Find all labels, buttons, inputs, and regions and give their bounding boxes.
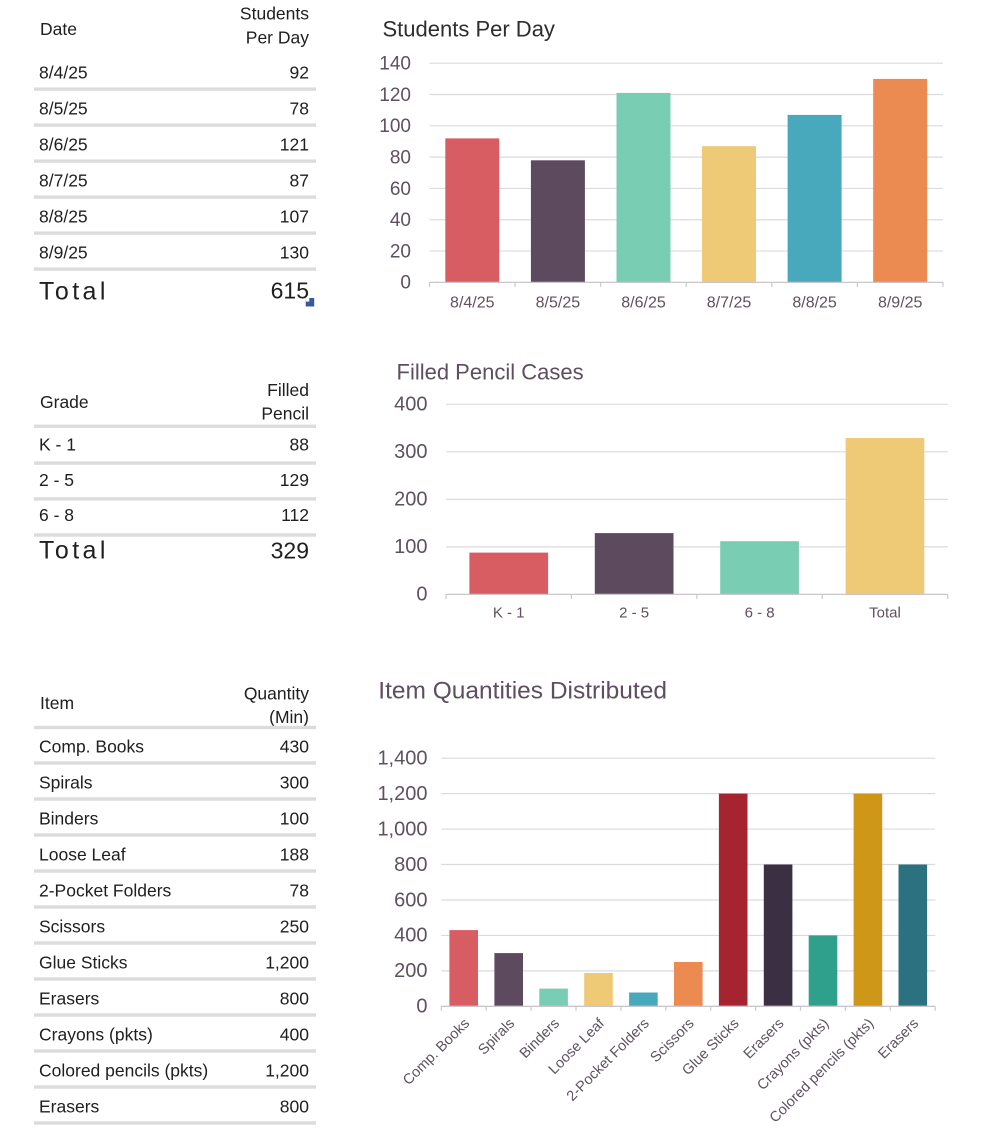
svg-text:329: 329 <box>271 538 309 564</box>
svg-text:Grade: Grade <box>40 392 89 412</box>
svg-text:1,000: 1,000 <box>377 818 427 840</box>
svg-text:8/7/25: 8/7/25 <box>39 171 88 191</box>
svg-text:92: 92 <box>290 63 309 83</box>
svg-text:800: 800 <box>280 989 309 1009</box>
svg-text:20: 20 <box>390 241 411 262</box>
svg-text:Scissors: Scissors <box>39 917 105 937</box>
svg-text:8/6/25: 8/6/25 <box>621 295 666 312</box>
svg-text:400: 400 <box>394 925 427 947</box>
svg-text:1,400: 1,400 <box>377 748 427 770</box>
svg-text:1,200: 1,200 <box>377 783 427 805</box>
svg-text:Erasers: Erasers <box>39 989 100 1009</box>
svg-text:8/9/25: 8/9/25 <box>878 295 923 312</box>
svg-text:800: 800 <box>280 1097 309 1117</box>
svg-text:8/9/25: 8/9/25 <box>39 243 88 263</box>
svg-text:100: 100 <box>280 809 309 829</box>
svg-text:Item Quantities Distributed: Item Quantities Distributed <box>378 677 667 704</box>
svg-text:Crayons (pkts): Crayons (pkts) <box>39 1025 153 1045</box>
svg-text:2 - 5: 2 - 5 <box>619 605 649 622</box>
svg-text:Erasers: Erasers <box>39 1097 100 1117</box>
svg-text:8/7/25: 8/7/25 <box>707 295 752 312</box>
svg-text:78: 78 <box>290 881 309 901</box>
svg-text:121: 121 <box>280 135 309 155</box>
svg-text:1,200: 1,200 <box>265 1061 309 1081</box>
svg-text:Total: Total <box>39 537 109 565</box>
svg-text:8/8/25: 8/8/25 <box>792 295 837 312</box>
svg-text:K - 1: K - 1 <box>493 605 525 622</box>
svg-text:8/6/25: 8/6/25 <box>39 135 88 155</box>
svg-text:Comp. Books: Comp. Books <box>39 737 144 757</box>
svg-text:615: 615 <box>271 278 309 304</box>
svg-text:Quantity: Quantity <box>244 684 309 704</box>
svg-text:80: 80 <box>390 147 411 168</box>
svg-text:Filled Pencil Cases: Filled Pencil Cases <box>397 359 584 384</box>
svg-text:400: 400 <box>394 394 427 416</box>
svg-text:112: 112 <box>281 505 309 525</box>
svg-text:250: 250 <box>280 917 309 937</box>
svg-text:120: 120 <box>379 85 411 106</box>
svg-text:188: 188 <box>280 845 309 865</box>
svg-text:Students: Students <box>240 4 309 24</box>
svg-text:(Min): (Min) <box>269 707 309 727</box>
svg-text:8/4/25: 8/4/25 <box>450 295 495 312</box>
svg-text:Total: Total <box>869 605 901 622</box>
svg-text:300: 300 <box>280 773 309 793</box>
svg-text:0: 0 <box>416 996 427 1018</box>
svg-text:Loose Leaf: Loose Leaf <box>39 845 126 865</box>
svg-text:300: 300 <box>394 441 427 463</box>
svg-text:200: 200 <box>394 960 427 982</box>
svg-text:430: 430 <box>280 737 309 757</box>
svg-text:87: 87 <box>290 171 309 191</box>
svg-text:8/4/25: 8/4/25 <box>39 63 88 83</box>
svg-text:60: 60 <box>390 179 411 200</box>
svg-text:8/8/25: 8/8/25 <box>39 207 88 227</box>
svg-text:800: 800 <box>394 854 427 876</box>
svg-text:Spirals: Spirals <box>39 773 93 793</box>
svg-text:Total: Total <box>39 278 109 306</box>
svg-text:100: 100 <box>394 536 427 558</box>
svg-text:Item: Item <box>40 693 74 713</box>
svg-text:Glue Sticks: Glue Sticks <box>39 953 128 973</box>
svg-text:1,200: 1,200 <box>265 953 309 973</box>
svg-text:140: 140 <box>379 54 411 75</box>
svg-text:6 - 8: 6 - 8 <box>745 605 775 622</box>
svg-text:0: 0 <box>416 584 427 606</box>
svg-text:8/5/25: 8/5/25 <box>536 295 581 312</box>
svg-text:130: 130 <box>280 243 309 263</box>
svg-text:40: 40 <box>390 210 411 231</box>
svg-text:400: 400 <box>280 1025 309 1045</box>
svg-text:88: 88 <box>290 434 309 454</box>
svg-text:78: 78 <box>290 99 309 119</box>
svg-text:129: 129 <box>280 470 309 490</box>
svg-text:Binders: Binders <box>39 809 99 829</box>
svg-text:Per Day: Per Day <box>246 28 309 48</box>
svg-text:Colored pencils (pkts): Colored pencils (pkts) <box>39 1061 208 1081</box>
svg-text:Students Per Day: Students Per Day <box>383 17 555 42</box>
svg-text:2-Pocket Folders: 2-Pocket Folders <box>39 881 172 901</box>
svg-text:Date: Date <box>40 19 77 39</box>
svg-text:6 - 8: 6 - 8 <box>39 505 74 525</box>
svg-text:200: 200 <box>394 489 427 511</box>
svg-text:Pencil: Pencil <box>261 404 309 424</box>
svg-text:0: 0 <box>400 273 411 294</box>
svg-text:600: 600 <box>394 889 427 911</box>
svg-text:107: 107 <box>280 207 309 227</box>
svg-text:8/5/25: 8/5/25 <box>39 99 88 119</box>
svg-text:K - 1: K - 1 <box>39 434 76 454</box>
svg-text:2 - 5: 2 - 5 <box>39 470 74 490</box>
svg-text:100: 100 <box>379 116 411 137</box>
svg-text:Filled: Filled <box>267 380 309 400</box>
